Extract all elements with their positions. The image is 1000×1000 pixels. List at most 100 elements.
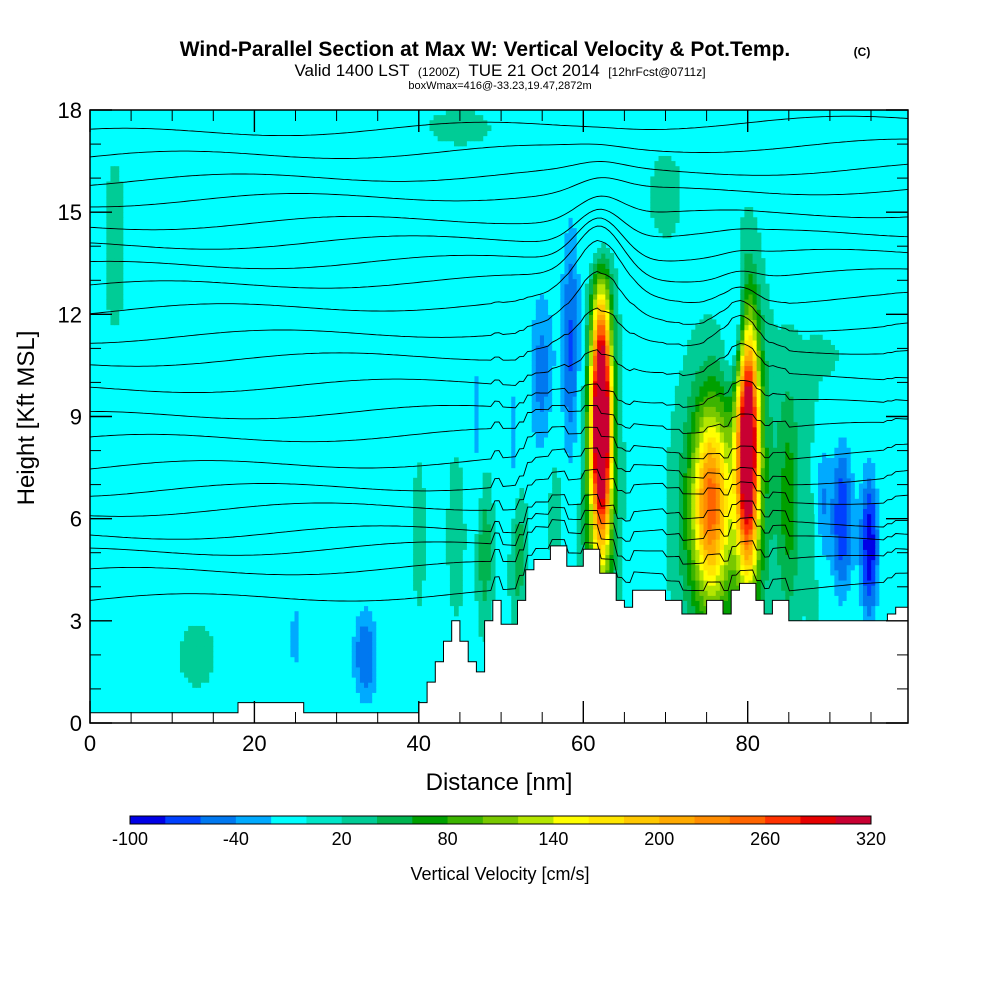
velocity-cell <box>527 416 533 423</box>
velocity-cell <box>687 574 692 581</box>
velocity-cell <box>719 493 725 499</box>
velocity-cell <box>519 539 525 545</box>
velocity-cell <box>683 436 688 443</box>
velocity-cell <box>728 390 733 397</box>
velocity-cell <box>535 258 541 264</box>
velocity-cell <box>548 360 553 367</box>
velocity-cell <box>752 232 758 239</box>
velocity-cell <box>683 452 688 458</box>
velocity-cell <box>715 355 721 361</box>
velocity-cell <box>662 207 668 213</box>
velocity-cell <box>286 646 292 653</box>
velocity-cell <box>486 125 492 132</box>
velocity-cell <box>723 518 729 525</box>
velocity-cell <box>666 166 672 172</box>
velocity-cell <box>118 304 124 310</box>
velocity-cell <box>752 396 758 402</box>
velocity-cell <box>711 539 717 545</box>
velocity-cell <box>368 615 373 622</box>
velocity-cell <box>715 482 721 489</box>
velocity-cell <box>548 309 553 315</box>
velocity-cell <box>543 299 549 305</box>
velocity-cell <box>691 457 696 464</box>
velocity-cell <box>740 482 745 489</box>
velocity-cell <box>597 299 602 305</box>
velocity-cell <box>736 350 741 356</box>
velocity-cell <box>683 390 688 397</box>
velocity-cell <box>740 365 745 372</box>
velocity-cell <box>523 339 529 346</box>
velocity-cell <box>184 646 189 653</box>
velocity-cell <box>756 350 762 356</box>
velocity-cell <box>719 406 725 412</box>
velocity-cell <box>576 212 582 218</box>
velocity-cell <box>539 268 545 275</box>
velocity-cell <box>454 590 459 596</box>
velocity-cell <box>777 447 782 453</box>
velocity-cell <box>372 651 377 658</box>
velocity-cell <box>756 569 762 576</box>
velocity-cell <box>781 390 786 397</box>
velocity-cell <box>760 442 766 448</box>
velocity-cell <box>576 293 582 300</box>
velocity-cell <box>359 610 365 617</box>
velocity-cell <box>666 232 672 239</box>
velocity-cell <box>597 467 602 474</box>
velocity-cell <box>572 401 578 407</box>
velocity-cell <box>449 110 455 116</box>
velocity-cell <box>556 375 561 382</box>
velocity-cell <box>564 396 570 402</box>
velocity-cell <box>687 431 692 438</box>
velocity-cell <box>593 299 598 305</box>
velocity-cell <box>781 406 786 412</box>
velocity-cell <box>539 258 545 264</box>
velocity-cell <box>588 237 594 244</box>
velocity-cell <box>613 370 619 377</box>
velocity-cell <box>723 574 729 581</box>
velocity-cell <box>110 217 116 223</box>
velocity-cell <box>470 416 476 423</box>
velocity-cell <box>298 569 304 576</box>
velocity-cell <box>184 656 189 663</box>
velocity-cell <box>666 493 672 499</box>
velocity-cell <box>699 585 705 591</box>
velocity-cell <box>511 528 516 535</box>
velocity-cell <box>605 385 611 392</box>
velocity-cell <box>756 447 762 453</box>
velocity-cell <box>347 646 353 653</box>
velocity-cell <box>691 401 696 407</box>
velocity-cell <box>449 513 455 520</box>
velocity-cell <box>764 431 770 438</box>
velocity-cell <box>548 503 553 510</box>
velocity-cell <box>756 426 762 433</box>
velocity-cell <box>744 293 750 300</box>
velocity-cell <box>740 293 745 300</box>
velocity-cell <box>781 549 786 556</box>
velocity-cell <box>380 620 386 627</box>
velocity-cell <box>454 503 459 510</box>
velocity-cell <box>572 416 578 423</box>
velocity-cell <box>110 283 116 290</box>
velocity-cell <box>552 304 557 310</box>
velocity-cell <box>519 493 525 499</box>
velocity-cell <box>458 493 463 499</box>
velocity-cell <box>703 533 709 540</box>
velocity-cell <box>748 574 754 581</box>
velocity-cell <box>695 539 701 545</box>
velocity-cell <box>678 554 684 561</box>
velocity-cell <box>728 539 733 545</box>
velocity-cell <box>368 595 373 601</box>
velocity-cell <box>617 390 623 397</box>
velocity-cell <box>748 488 754 494</box>
velocity-cell <box>744 539 750 545</box>
velocity-cell <box>699 488 705 494</box>
velocity-cell <box>556 365 561 372</box>
velocity-cell <box>728 472 733 479</box>
velocity-cell <box>417 600 422 607</box>
velocity-cell <box>552 288 557 295</box>
velocity-cell <box>728 339 733 346</box>
velocity-cell <box>609 268 615 275</box>
velocity-cell <box>118 258 124 264</box>
velocity-cell <box>736 411 741 418</box>
velocity-cell <box>764 549 770 556</box>
